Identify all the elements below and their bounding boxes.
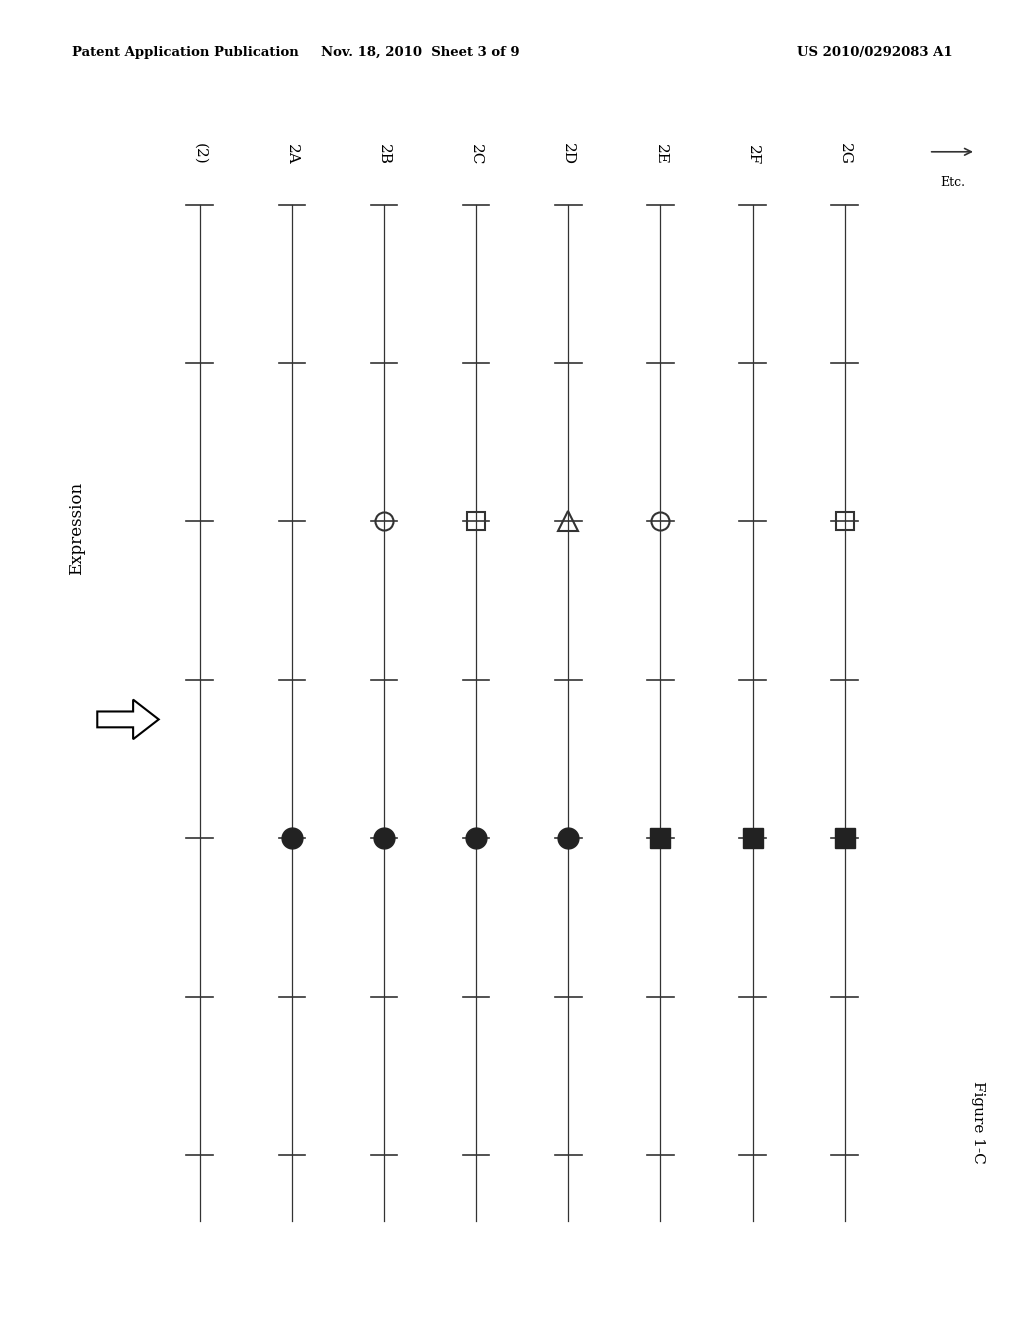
Text: Figure 1-C: Figure 1-C	[971, 1081, 985, 1163]
Text: Etc.: Etc.	[940, 176, 965, 189]
Text: Expression: Expression	[69, 482, 85, 574]
Text: 2C: 2C	[469, 144, 483, 165]
Text: Patent Application Publication: Patent Application Publication	[72, 46, 298, 59]
FancyArrow shape	[97, 700, 159, 739]
Text: 2G: 2G	[838, 143, 852, 165]
Text: (2): (2)	[193, 144, 207, 165]
Text: Nov. 18, 2010  Sheet 3 of 9: Nov. 18, 2010 Sheet 3 of 9	[321, 46, 519, 59]
Text: 2B: 2B	[377, 144, 391, 165]
Text: 2E: 2E	[653, 144, 668, 165]
Text: 2F: 2F	[745, 145, 760, 165]
Text: 2A: 2A	[285, 144, 299, 165]
Text: 2D: 2D	[561, 143, 575, 165]
Text: US 2010/0292083 A1: US 2010/0292083 A1	[797, 46, 952, 59]
